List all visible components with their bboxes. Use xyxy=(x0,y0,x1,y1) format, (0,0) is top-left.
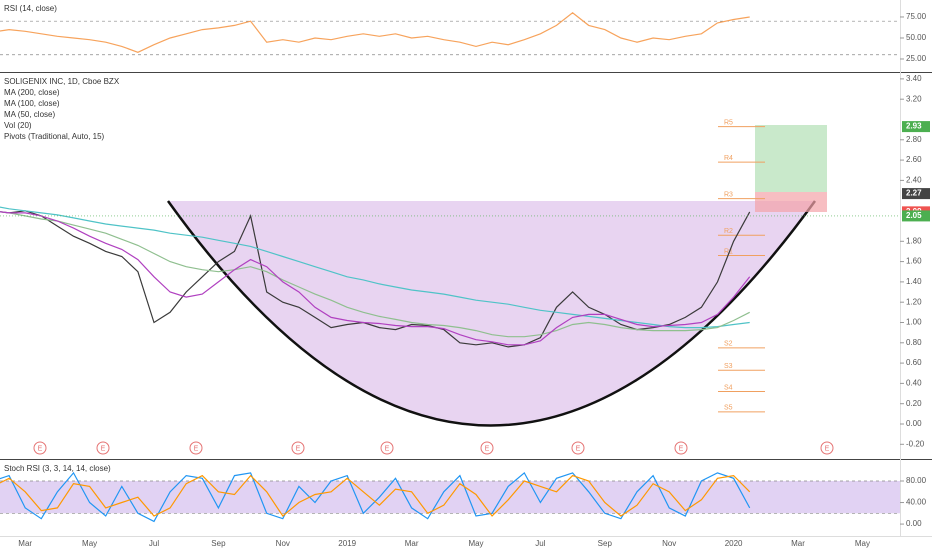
pivot-label: R1 xyxy=(724,248,733,255)
y-tick-label: 0.20 xyxy=(906,399,922,408)
x-tick-label: Mar xyxy=(405,539,419,548)
price-label: 2.27 xyxy=(906,189,922,198)
y-tick-label: 0.40 xyxy=(906,379,922,388)
loss-zone xyxy=(755,192,827,212)
pane-title: SOLIGENIX INC, 1D, Cboe BZX xyxy=(4,77,120,86)
earnings-label: E xyxy=(296,445,301,452)
x-tick-label: Nov xyxy=(276,539,290,548)
y-tick-label: -0.20 xyxy=(906,439,925,448)
pivot-label: S4 xyxy=(724,384,733,391)
earnings-label: E xyxy=(385,445,390,452)
series-line xyxy=(0,12,750,53)
y-tick-label: 50.00 xyxy=(906,33,927,42)
pivot-label: R5 xyxy=(724,119,733,126)
legend-entry: MA (50, close) xyxy=(4,110,55,119)
x-tick-label: 2020 xyxy=(725,539,743,548)
price-label: 2.93 xyxy=(906,122,922,131)
pivot-label: S5 xyxy=(724,405,733,412)
y-tick-label: 1.00 xyxy=(906,318,922,327)
pivot-label: R3 xyxy=(724,192,733,199)
y-tick-label: 1.40 xyxy=(906,277,922,286)
earnings-label: E xyxy=(485,445,490,452)
x-tick-label: Nov xyxy=(662,539,676,548)
y-tick-label: 2.80 xyxy=(906,135,922,144)
price-label: 2.05 xyxy=(906,211,922,220)
earnings-marker xyxy=(33,441,47,455)
series-line xyxy=(0,211,750,338)
x-tick-label: Mar xyxy=(791,539,805,548)
cup-curve xyxy=(166,200,817,427)
y-tick-label: 40.00 xyxy=(906,498,927,507)
x-tick-label: Mar xyxy=(18,539,32,548)
price-label-box xyxy=(902,121,930,133)
earnings-marker xyxy=(571,441,585,455)
earnings-label: E xyxy=(38,445,43,452)
earnings-label: E xyxy=(679,445,684,452)
pivot-label: S2 xyxy=(724,341,733,348)
x-tick-label: Jul xyxy=(149,539,159,548)
y-tick-label: 25.00 xyxy=(906,54,927,63)
y-tick-label: 1.20 xyxy=(906,297,922,306)
legend-entry: Pivots (Traditional, Auto, 15) xyxy=(4,132,105,141)
y-tick-label: 1.80 xyxy=(906,236,922,245)
earnings-label: E xyxy=(101,445,106,452)
legend-entry: MA (100, close) xyxy=(4,99,60,108)
x-tick-label: Sep xyxy=(211,539,226,548)
earnings-label: E xyxy=(825,445,830,452)
earnings-marker xyxy=(380,441,394,455)
pane-title: Stoch RSI (3, 3, 14, 14, close) xyxy=(4,464,111,473)
x-tick-label: May xyxy=(82,539,97,548)
y-tick-label: 2.60 xyxy=(906,155,922,164)
earnings-label: E xyxy=(194,445,199,452)
pivot-label: S3 xyxy=(724,363,733,370)
legend-entry: Vol (20) xyxy=(4,121,32,130)
y-tick-label: 75.00 xyxy=(906,12,927,21)
series-line xyxy=(0,211,751,346)
profit-zone xyxy=(755,125,827,192)
earnings-marker xyxy=(820,441,834,455)
price-label-box xyxy=(902,210,930,222)
y-tick-label: 0.80 xyxy=(906,338,922,347)
y-tick-label: 0.00 xyxy=(906,419,922,428)
y-tick-label: 1.60 xyxy=(906,257,922,266)
y-tick-label: 0.60 xyxy=(906,358,922,367)
y-tick-label: 3.20 xyxy=(906,94,922,103)
y-tick-label: 3.40 xyxy=(906,74,922,83)
price-label-box xyxy=(902,188,930,200)
pane-title: RSI (14, close) xyxy=(4,4,57,13)
pivot-label: R2 xyxy=(724,228,733,235)
earnings-label: E xyxy=(576,445,581,452)
series-line xyxy=(0,474,751,517)
earnings-marker xyxy=(674,441,688,455)
x-tick-label: Sep xyxy=(598,539,613,548)
pivot-label: R4 xyxy=(724,155,733,162)
x-tick-label: Jul xyxy=(535,539,545,548)
x-tick-label: 2019 xyxy=(338,539,356,548)
series-line xyxy=(0,210,751,348)
x-tick-label: May xyxy=(468,539,483,548)
earnings-marker xyxy=(480,441,494,455)
y-tick-label: 80.00 xyxy=(906,476,927,485)
x-tick-label: May xyxy=(855,539,870,548)
earnings-marker xyxy=(189,441,203,455)
y-tick-label: 2.40 xyxy=(906,175,922,184)
earnings-marker xyxy=(96,441,110,455)
y-tick-label: 0.00 xyxy=(906,519,922,528)
earnings-marker xyxy=(291,441,305,455)
legend-entry: MA (200, close) xyxy=(4,88,60,97)
